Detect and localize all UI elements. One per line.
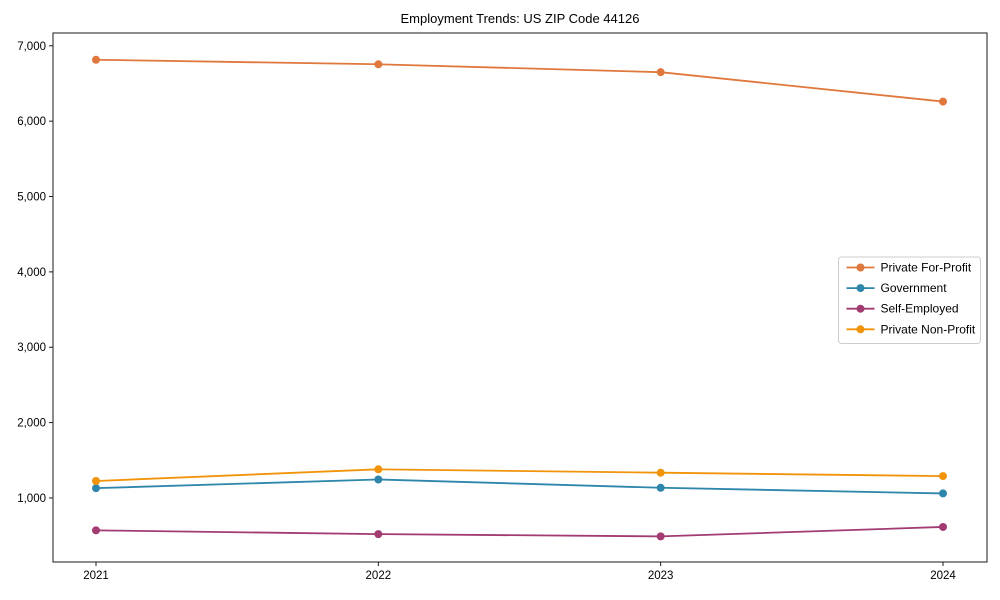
x-tick-label: 2024 <box>930 570 956 582</box>
legend-marker <box>856 263 865 272</box>
data-point-marker <box>939 489 947 498</box>
series-line <box>95 468 944 482</box>
data-point-marker <box>374 60 383 69</box>
legend-box <box>838 256 981 344</box>
y-tick-label: 6,000 <box>17 116 46 128</box>
data-point-marker <box>939 522 947 531</box>
series-line <box>95 478 944 495</box>
data-point-marker <box>656 68 665 77</box>
data-point-marker <box>92 484 100 493</box>
legend-marker <box>856 284 865 293</box>
y-tick-label: 5,000 <box>17 192 46 204</box>
data-point-marker <box>656 532 665 541</box>
data-point-marker <box>374 475 383 484</box>
data-point-marker <box>92 476 100 485</box>
y-tick-label: 2,000 <box>17 418 46 430</box>
legend-item-label: Private For-Profit <box>881 261 972 275</box>
y-tick-label: 4,000 <box>17 267 46 279</box>
series-line <box>95 526 944 538</box>
legend-marker <box>856 325 865 334</box>
x-tick-label: 2022 <box>366 570 392 582</box>
data-point-marker <box>374 530 383 539</box>
y-tick-label: 1,000 <box>17 493 46 505</box>
series-line <box>95 58 944 103</box>
legend-item-label: Private Non-Profit <box>881 322 976 336</box>
data-point-marker <box>374 465 383 474</box>
x-tick-label: 2021 <box>83 570 109 582</box>
legend-item-label: Self-Employed <box>881 302 959 316</box>
data-point-marker <box>939 472 947 481</box>
data-point-marker <box>656 468 665 477</box>
data-point-marker <box>92 526 100 535</box>
plot-border <box>52 32 988 563</box>
legend-marker <box>856 304 865 313</box>
data-point-marker <box>656 483 665 492</box>
x-tick-label: 2023 <box>648 570 674 582</box>
legend-item-label: Government <box>881 281 948 295</box>
chart-title: Employment Trends: US ZIP Code 44126 <box>400 11 640 26</box>
data-point-marker <box>92 55 100 64</box>
y-tick-label: 7,000 <box>17 41 46 53</box>
data-point-marker <box>939 97 947 106</box>
y-tick-label: 3,000 <box>17 342 46 354</box>
